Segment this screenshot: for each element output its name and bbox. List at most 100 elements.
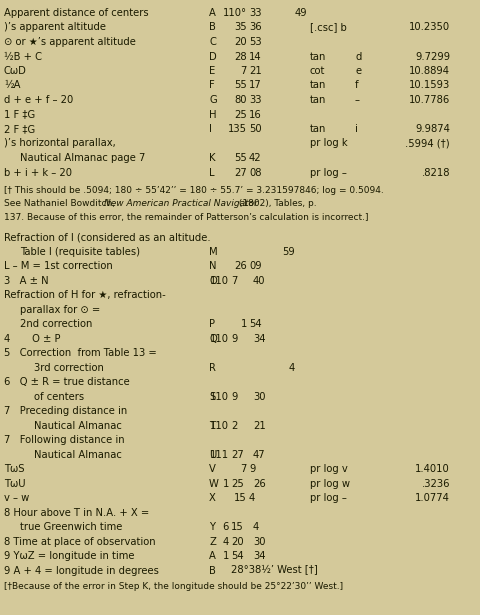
Text: L – M = 1st correction: L – M = 1st correction [4, 261, 113, 271]
Text: of centers: of centers [34, 392, 84, 402]
Text: C: C [209, 37, 216, 47]
Text: 33: 33 [249, 95, 262, 105]
Text: true Greenwich time: true Greenwich time [20, 522, 122, 532]
Text: 6   Q ± R = true distance: 6 Q ± R = true distance [4, 377, 130, 387]
Text: 17: 17 [249, 81, 262, 90]
Text: T: T [209, 421, 215, 430]
Text: P: P [209, 319, 215, 329]
Text: cot: cot [310, 66, 325, 76]
Text: 14: 14 [249, 52, 262, 62]
Text: B: B [209, 23, 216, 33]
Text: Y: Y [209, 522, 215, 532]
Text: 53: 53 [249, 37, 262, 47]
Text: Z: Z [209, 536, 216, 547]
Text: O: O [209, 276, 217, 285]
Text: 2nd correction: 2nd correction [20, 319, 92, 329]
Text: 47: 47 [253, 450, 265, 459]
Text: tan: tan [310, 95, 326, 105]
Text: 09: 09 [249, 261, 262, 271]
Text: 2 F ‡G: 2 F ‡G [4, 124, 35, 134]
Text: 34: 34 [253, 551, 265, 561]
Text: 15: 15 [234, 493, 247, 503]
Text: [† This should be .5094; 180 ÷ 55’42’’ = 180 ÷ 55.7’ = 3.231597846; log = 0.5094: [† This should be .5094; 180 ÷ 55’42’’ =… [4, 186, 384, 195]
Text: D: D [209, 52, 217, 62]
Text: pr log –: pr log – [310, 167, 347, 178]
Text: 8 Hour above T in N.A. + X =: 8 Hour above T in N.A. + X = [4, 507, 149, 517]
Text: 4: 4 [289, 362, 295, 373]
Text: pr log w: pr log w [310, 478, 350, 488]
Text: 2: 2 [231, 421, 238, 430]
Text: K: K [209, 153, 216, 163]
Text: 54: 54 [249, 319, 262, 329]
Text: i: i [355, 124, 358, 134]
Text: 28°38½’ West [†]: 28°38½’ West [†] [231, 566, 318, 576]
Text: parallax for ⊙ =: parallax for ⊙ = [20, 304, 100, 314]
Text: L: L [209, 167, 215, 178]
Text: E: E [209, 66, 215, 76]
Text: New American Practical Navigator: New American Practical Navigator [104, 199, 257, 208]
Text: 7: 7 [240, 464, 247, 474]
Text: 5   Correction  from Table 13 =: 5 Correction from Table 13 = [4, 348, 157, 358]
Text: 9: 9 [249, 464, 255, 474]
Text: Refraction of H for ★, refraction-: Refraction of H for ★, refraction- [4, 290, 166, 300]
Text: pr log –: pr log – [310, 493, 347, 503]
Text: I: I [209, 124, 212, 134]
Text: 21: 21 [249, 66, 262, 76]
Text: 1: 1 [223, 478, 229, 488]
Text: 54: 54 [231, 551, 244, 561]
Text: 7: 7 [240, 66, 247, 76]
Text: [†Because of the error in Step K, the longitude should be 25°22’30’’ West.]: [†Because of the error in Step K, the lo… [4, 582, 343, 590]
Text: 34: 34 [253, 333, 265, 344]
Text: 10.8894: 10.8894 [409, 66, 450, 76]
Text: 110: 110 [210, 276, 229, 285]
Text: See Nathaniel Bowditch,: See Nathaniel Bowditch, [4, 199, 118, 208]
Text: 6: 6 [223, 522, 229, 532]
Text: TωS: TωS [4, 464, 24, 474]
Text: )’s horizontal parallax,: )’s horizontal parallax, [4, 138, 116, 148]
Text: B: B [209, 566, 216, 576]
Text: e: e [355, 66, 361, 76]
Text: F: F [209, 81, 215, 90]
Text: 1: 1 [240, 319, 247, 329]
Text: 80: 80 [235, 95, 247, 105]
Text: 1.4010: 1.4010 [415, 464, 450, 474]
Text: 21: 21 [253, 421, 266, 430]
Text: 55: 55 [234, 153, 247, 163]
Text: [.csc] b: [.csc] b [310, 23, 347, 33]
Text: CωD: CωD [4, 66, 27, 76]
Text: d + e + f – 20: d + e + f – 20 [4, 95, 73, 105]
Text: 4       O ± P: 4 O ± P [4, 333, 60, 344]
Text: 59: 59 [282, 247, 295, 256]
Text: U: U [209, 450, 216, 459]
Text: 42: 42 [249, 153, 262, 163]
Text: d: d [355, 52, 361, 62]
Text: 25: 25 [231, 478, 244, 488]
Text: 20: 20 [231, 536, 244, 547]
Text: (1802), Tables, p.: (1802), Tables, p. [237, 199, 317, 208]
Text: ½A: ½A [4, 81, 21, 90]
Text: 10.1593: 10.1593 [409, 81, 450, 90]
Text: 50: 50 [249, 124, 262, 134]
Text: Nautical Almanac: Nautical Almanac [34, 450, 122, 459]
Text: Apparent distance of centers: Apparent distance of centers [4, 8, 149, 18]
Text: 30: 30 [253, 536, 265, 547]
Text: 110°: 110° [223, 8, 247, 18]
Text: X: X [209, 493, 216, 503]
Text: V: V [209, 464, 216, 474]
Text: 16: 16 [249, 109, 262, 119]
Text: .3236: .3236 [421, 478, 450, 488]
Text: A: A [209, 551, 216, 561]
Text: .5994 (†): .5994 (†) [406, 138, 450, 148]
Text: 49: 49 [295, 8, 308, 18]
Text: 8 Time at place of observation: 8 Time at place of observation [4, 536, 156, 547]
Text: 26: 26 [253, 478, 266, 488]
Text: R: R [209, 362, 216, 373]
Text: 4: 4 [253, 522, 259, 532]
Text: 1: 1 [223, 551, 229, 561]
Text: M: M [209, 247, 217, 256]
Text: pr log k: pr log k [310, 138, 348, 148]
Text: Nautical Almanac: Nautical Almanac [34, 421, 122, 430]
Text: 137. Because of this error, the remainder of Patterson’s calculation is incorrec: 137. Because of this error, the remainde… [4, 213, 369, 221]
Text: .8218: .8218 [421, 167, 450, 178]
Text: S: S [209, 392, 215, 402]
